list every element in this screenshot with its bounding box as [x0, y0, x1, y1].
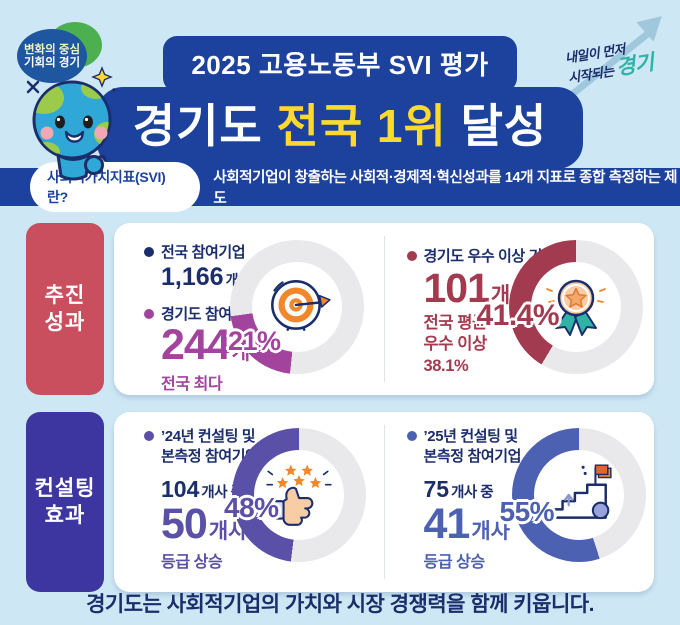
stat-value-big: 50 [161, 499, 208, 548]
badge-text-line2: 기회의 경기 [24, 55, 80, 69]
gyeonggi-badge-logo: 변화의 중심 기회의 경기 [17, 22, 102, 83]
svi-definition-text: 사회적기업이 창출하는 사회적·경제적·혁신성과를 14개 지표로 종합 측정하… [213, 170, 678, 207]
stat-label: 전국 참여기업 [161, 244, 246, 261]
bullet-dot-navy [144, 247, 154, 257]
section-performance: 추진 성과 전국 참여기업 1,166 개 경기도 참 [0, 223, 680, 395]
panel-excellent-companies: 경기도 우수 이상 기업 101 개 전국 평균 우수 이상 38.1% [385, 223, 655, 395]
stat-subline: 전국 평균 [423, 313, 488, 332]
title-highlight: 전국 1위 [276, 100, 447, 152]
panel-participation: 전국 참여기업 1,166 개 경기도 참여기업 244 개 [114, 223, 384, 395]
section-label-performance: 추진 성과 [26, 223, 104, 395]
stat-unit: 개사 [471, 519, 510, 543]
stat-label-two-line: ’24년 컨설팅 및 본측정 참여기업 [161, 428, 259, 465]
stairs-growth-icon [512, 428, 646, 562]
svi-definition-bar: 사회적가치지표(SVI)란? 사회적기업이 창출하는 사회적·경제적·혁신성과를… [0, 162, 680, 212]
total-suffix: 개사 중 [451, 484, 494, 501]
card-divider [383, 236, 385, 382]
medal-icon [509, 240, 643, 374]
bullet-dot-purple [144, 431, 154, 441]
title-line2: 경기도 전국 1위 달성 [96, 87, 584, 169]
bullet-dot-blue [406, 431, 417, 441]
stat-subline: 우수 이상 [423, 335, 488, 354]
section-consulting: 컨설팅 효과 ’24년 컨설팅 및 본측정 참여기업 104 개사 중 [0, 412, 680, 592]
footer-message: 경기도는 사회적기업의 가치와 시장 경쟁력을 함께 키웁니다. [86, 593, 594, 616]
up-arrow-icon [567, 16, 662, 99]
stat-note: 등급 상승 [161, 554, 223, 572]
donut-chart-participation [230, 240, 364, 374]
thumbs-up-icon [232, 428, 366, 562]
donut-percent-label: 21% [228, 326, 281, 356]
stat-value-big: 41 [423, 499, 471, 548]
badge-text-line1: 변화의 중심 [24, 42, 80, 56]
donut-percent-label: 41.4% [476, 299, 560, 332]
performance-card: 전국 참여기업 1,166 개 경기도 참여기업 244 개 [114, 223, 654, 395]
stat-unit: 개 [490, 283, 511, 307]
content: 추진 성과 전국 참여기업 1,166 개 경기도 참 [0, 206, 680, 592]
stat-value: 1,166 [161, 262, 224, 291]
stat-unit: 개사 [208, 519, 248, 543]
bullet-dot-wine [406, 251, 417, 261]
title-line1: 2025 고용노동부 SVI 평가 [163, 36, 517, 92]
stat-value-big: 101 [423, 264, 490, 311]
gyeonggi-slogan: 내일이 먼저 시작되는 경기 [550, 9, 680, 110]
stat-label-two-line: ’25년 컨설팅 및 본측정 참여기업 [423, 428, 522, 465]
donut-percent-label: 55% [499, 496, 555, 527]
donut-chart-2024 [232, 428, 366, 562]
donut-chart-excellent [508, 240, 643, 374]
total-value: 75 [423, 475, 450, 502]
globe-mascot [26, 66, 116, 181]
stat-note: 등급 상승 [423, 554, 486, 572]
panel-consulting-2024: ’24년 컨설팅 및 본측정 참여기업 104 개사 중 50 개사 등급 상승 [114, 412, 384, 592]
panel-consulting-2025: ’25년 컨설팅 및 본측정 참여기업 75 개사 중 41 개사 등급 상승 [385, 412, 655, 592]
bullet-dot-magenta [144, 308, 154, 319]
donut-chart-2025 [511, 428, 646, 562]
stat-value-big: 244 [161, 321, 231, 369]
card-divider [383, 425, 385, 579]
stat-note: 전국 최다 [161, 375, 223, 393]
total-value: 104 [161, 475, 200, 502]
section-label-consulting: 컨설팅 효과 [26, 412, 104, 592]
stat-subline: 38.1% [423, 357, 469, 376]
donut-percent-label: 48% [224, 492, 279, 523]
target-icon [230, 240, 364, 374]
consulting-card: ’24년 컨설팅 및 본측정 참여기업 104 개사 중 50 개사 등급 상승 [114, 412, 654, 592]
stat-label: 경기도 우수 이상 기업 [423, 248, 556, 265]
header: 변화의 중심 기회의 경기 내일이 먼저 시작되는 경기 [0, 0, 680, 181]
main-title: 2025 고용노동부 SVI 평가 경기도 전국 1위 달성 [0, 36, 680, 169]
